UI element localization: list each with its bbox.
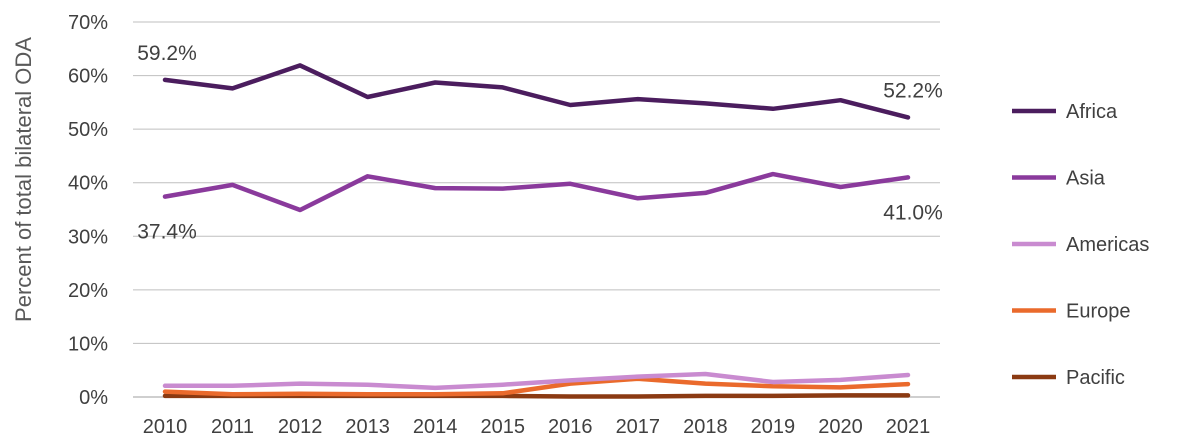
legend-label: Asia [1066,168,1106,190]
series-line-asia [162,171,911,213]
x-tick-label: 2018 [683,416,728,438]
data-label: 52.2% [883,79,943,102]
y-tick-label: 70% [68,12,108,34]
x-tick-label: 2015 [480,416,525,438]
y-tick-label: 50% [68,119,108,141]
y-tick-label: 60% [68,66,108,88]
x-axis-ticks: 2010 2011 2012 2013 2014 2015 2016 2017 2018 2019… [143,416,931,438]
y-tick-label: 20% [68,280,108,302]
legend-item-pacific: Pacific [1012,367,1125,389]
y-tick-label: 0% [79,387,108,409]
x-tick-label: 2019 [751,416,796,438]
legend-label: Americas [1066,234,1149,256]
legend-item-europe: Europe [1012,301,1131,323]
y-axis-ticks: 0% 10% 20% 30% 40% 50% 60% 70% [68,12,108,409]
data-label: 37.4% [137,221,197,244]
x-tick-label: 2014 [413,416,458,438]
data-label: 41.0% [883,201,943,224]
y-axis-label: Percent of total bilateral ODA [11,37,36,322]
x-tick-label: 2011 [211,416,254,438]
x-tick-label: 2017 [616,416,661,438]
y-tick-label: 40% [68,173,108,195]
x-tick-label: 2010 [143,416,188,438]
legend-label: Pacific [1066,367,1125,389]
legend-label: Europe [1066,301,1131,323]
series-lines [162,63,911,399]
x-tick-label: 2016 [548,416,593,438]
gridlines [133,21,940,398]
data-labels: 59.2% 52.2% 37.4% 41.0% [137,42,943,244]
legend-label: Africa [1066,101,1118,123]
series-line-africa [162,63,911,120]
legend: Africa Asia Americas Europe Pacific [1012,101,1149,389]
legend-item-africa: Africa [1012,101,1118,123]
legend-item-asia: Asia [1012,168,1106,190]
x-tick-label: 2020 [818,416,863,438]
data-label: 59.2% [137,42,197,65]
legend-item-americas: Americas [1012,234,1149,256]
series-line-americas [162,371,911,391]
y-tick-label: 30% [68,226,108,248]
x-tick-label: 2021 [886,416,931,438]
y-tick-label: 10% [68,333,108,355]
x-tick-label: 2012 [278,416,323,438]
series-line-europe [162,376,911,397]
x-tick-label: 2013 [345,416,390,438]
